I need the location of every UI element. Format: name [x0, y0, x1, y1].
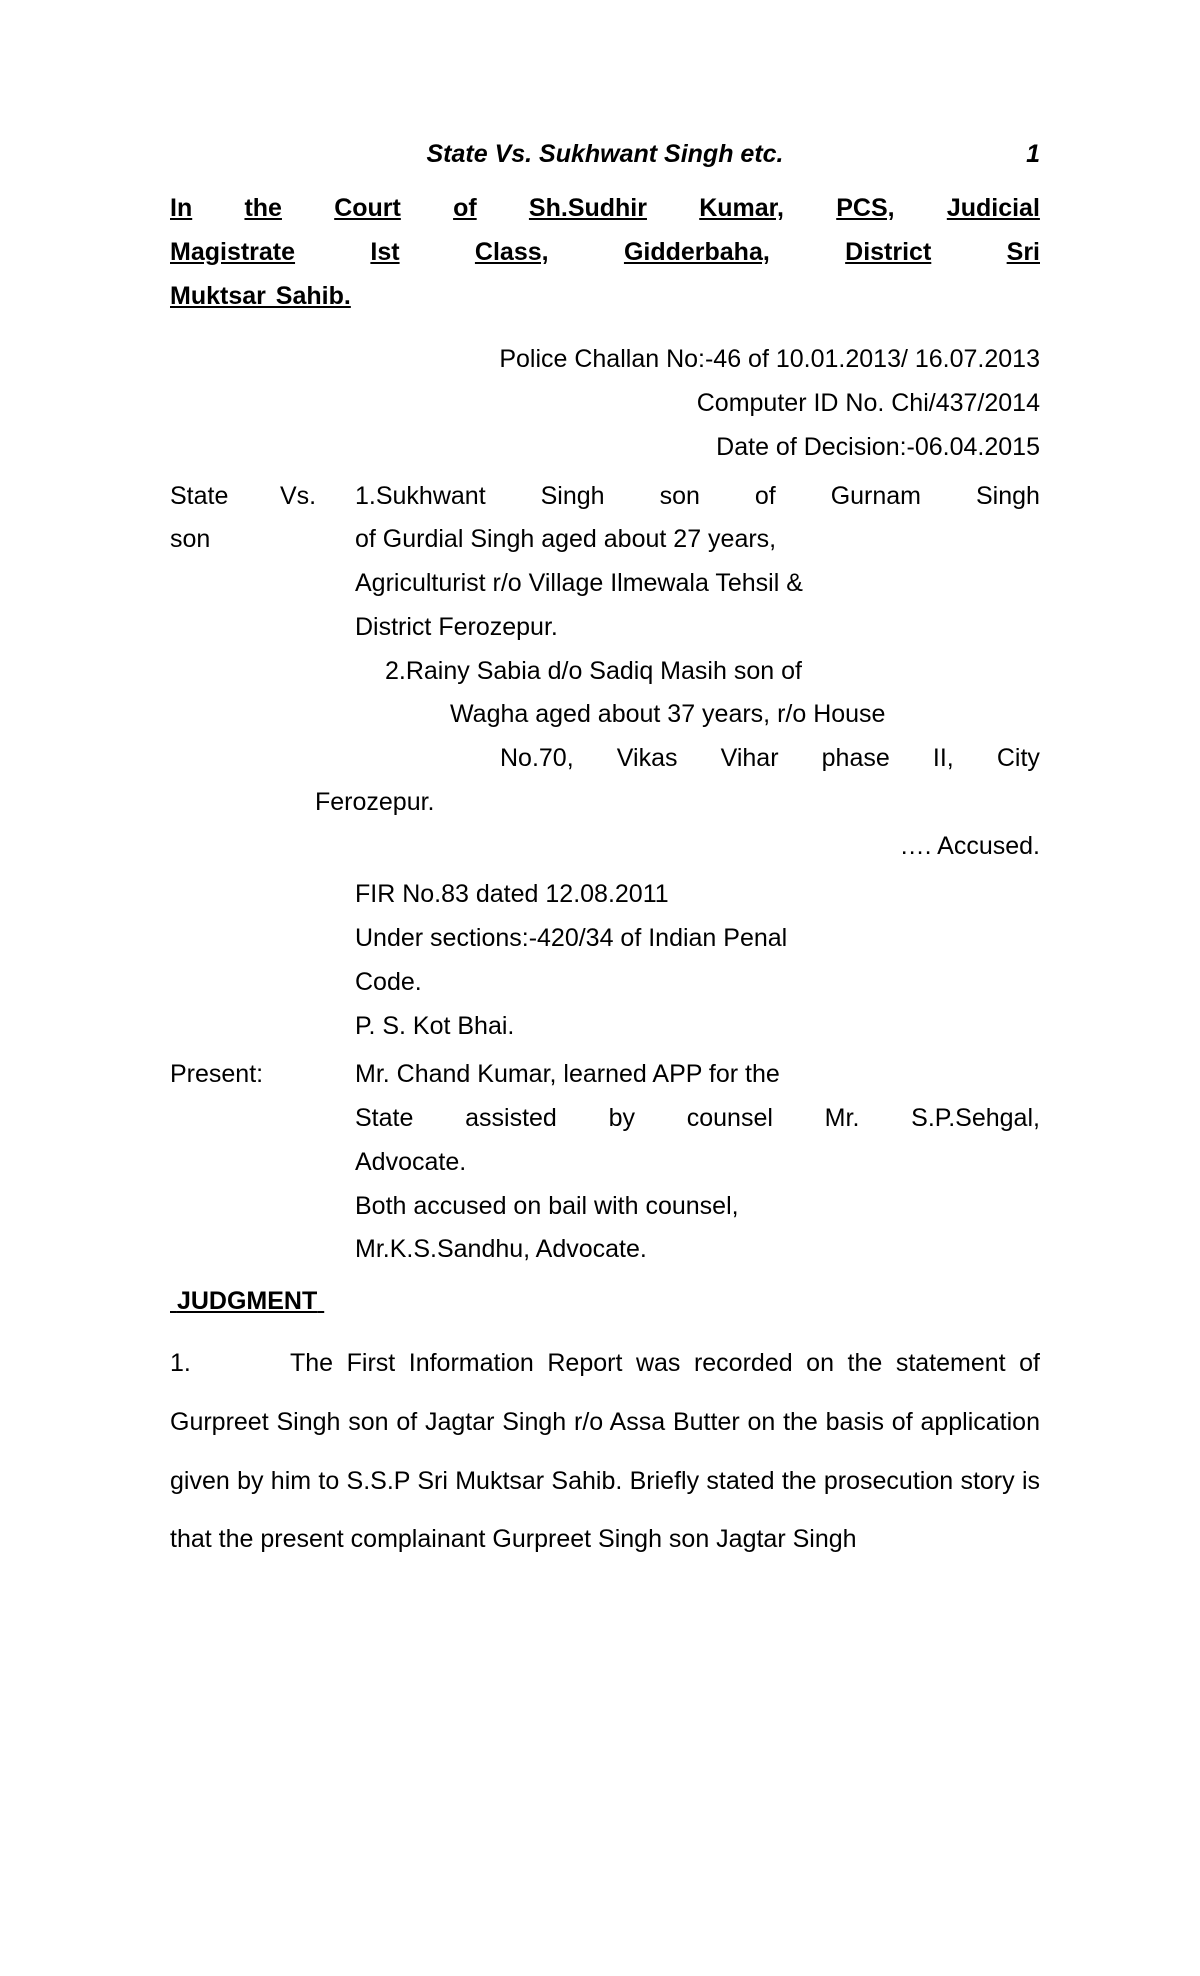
app-counsel-line-2: State assisted by counsel Mr. S.P.Sehgal… — [355, 1097, 1040, 1141]
accused-2-line-4: Ferozepur. — [170, 781, 1040, 825]
code: Code. — [355, 961, 1040, 1005]
fir-number: FIR No.83 dated 12.08.2011 — [355, 873, 1040, 917]
para-number: 1. — [170, 1334, 290, 1393]
decision-date: Date of Decision:-06.04.2015 — [170, 426, 1040, 470]
app-counsel-line-3: Advocate. — [355, 1141, 1040, 1185]
police-station: P. S. Kot Bhai. — [355, 1005, 1040, 1049]
accused-1-line-3: Agriculturist r/o Village Ilmewala Tehsi… — [170, 562, 1040, 606]
state-label: State — [170, 475, 280, 519]
present-label: Present: — [170, 1053, 355, 1097]
defense-counsel-line-1: Both accused on bail with counsel, — [355, 1185, 1040, 1229]
accused-2-line-3: No.70, Vikas Vihar phase II, City — [170, 737, 1040, 781]
accused-1-line-4: District Ferozepur. — [170, 606, 1040, 650]
page-number: 1 — [1026, 140, 1040, 169]
case-info: Police Challan No:-46 of 10.01.2013/ 16.… — [170, 338, 1040, 469]
defense-counsel-line-2: Mr.K.S.Sandhu, Advocate. — [355, 1228, 1040, 1272]
accused-label: …. Accused. — [170, 825, 1040, 869]
accused-2-line-2: Wagha aged about 37 years, r/o House — [170, 693, 1040, 737]
court-title: In the Court of Sh.Sudhir Kumar, PCS, Ju… — [170, 187, 1040, 318]
court-line-3: Muktsar Sahib. — [170, 275, 1040, 319]
court-line-2: Magistrate Ist Class, Gidderbaha, Distri… — [170, 231, 1040, 275]
computer-id: Computer ID No. Chi/437/2014 — [170, 382, 1040, 426]
page-header: State Vs. Sukhwant Singh etc. 1 — [170, 140, 1040, 169]
parties-block: State Vs. 1.Sukhwant Singh son of Gurnam… — [170, 475, 1040, 869]
accused-1-line-1: 1.Sukhwant Singh son of Gurnam Singh — [355, 475, 1040, 519]
present-line-3: Advocate. — [170, 1141, 1040, 1185]
present-line-1: Present: Mr. Chand Kumar, learned APP fo… — [170, 1053, 1040, 1097]
present-line-4: Both accused on bail with counsel, — [170, 1185, 1040, 1229]
accused-1-line-2: of Gurdial Singh aged about 27 years, — [355, 518, 1040, 562]
challan-number: Police Challan No:-46 of 10.01.2013/ 16.… — [170, 338, 1040, 382]
party-line-1: State Vs. 1.Sukhwant Singh son of Gurnam… — [170, 475, 1040, 519]
present-block: Present: Mr. Chand Kumar, learned APP fo… — [170, 1053, 1040, 1272]
present-line-5: Mr.K.S.Sandhu, Advocate. — [170, 1228, 1040, 1272]
judgment-text: The First Information Report was recorde… — [170, 1349, 1040, 1553]
case-details: FIR No.83 dated 12.08.2011 Under section… — [170, 873, 1040, 1048]
judgment-heading: JUDGMENT — [170, 1287, 1040, 1316]
sections: Under sections:-420/34 of Indian Penal — [355, 917, 1040, 961]
app-counsel-line-1: Mr. Chand Kumar, learned APP for the — [355, 1053, 1040, 1097]
court-line-1: In the Court of Sh.Sudhir Kumar, PCS, Ju… — [170, 187, 1040, 231]
accused-2-line-1: 2.Rainy Sabia d/o Sadiq Masih son of — [170, 650, 1040, 694]
present-line-2: State assisted by counsel Mr. S.P.Sehgal… — [170, 1097, 1040, 1141]
party-line-2: son of Gurdial Singh aged about 27 years… — [170, 518, 1040, 562]
case-title: State Vs. Sukhwant Singh etc. — [426, 140, 783, 168]
judgment-body: 1.The First Information Report was recor… — [170, 1334, 1040, 1569]
son-label: son — [170, 518, 280, 562]
vs-label: Vs. — [280, 475, 355, 519]
